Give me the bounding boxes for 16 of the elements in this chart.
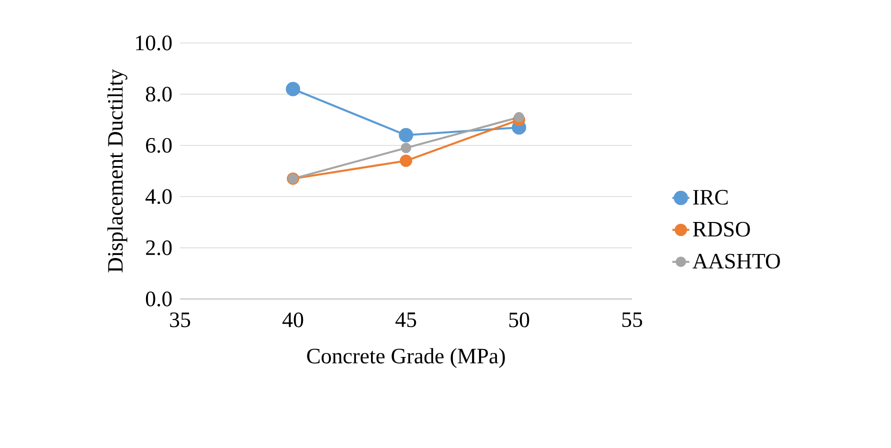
x-tick-label: 35 xyxy=(170,312,190,328)
y-tick-label: 10.0 xyxy=(136,36,172,50)
x-tick-label: 55 xyxy=(622,312,642,328)
y-tick-label: 4.0 xyxy=(146,189,172,204)
y-axis-title: Displacement Ductility xyxy=(107,69,128,272)
legend-label: RDSO xyxy=(692,222,750,237)
x-tick-label: 40 xyxy=(282,312,304,328)
y-tick-label: 0.0 xyxy=(146,292,172,306)
legend-label: IRC xyxy=(693,190,728,205)
y-tick-label: 8.0 xyxy=(146,86,172,102)
x-tick-label: 45 xyxy=(395,312,416,328)
legend-label: AASHTO xyxy=(692,254,780,269)
y-tick-label: 6.0 xyxy=(146,138,172,153)
x-axis-title: Concrete Grade (MPa) xyxy=(307,348,505,368)
x-tick-label: 50 xyxy=(509,312,530,328)
y-tick-label: 2.0 xyxy=(146,240,172,256)
